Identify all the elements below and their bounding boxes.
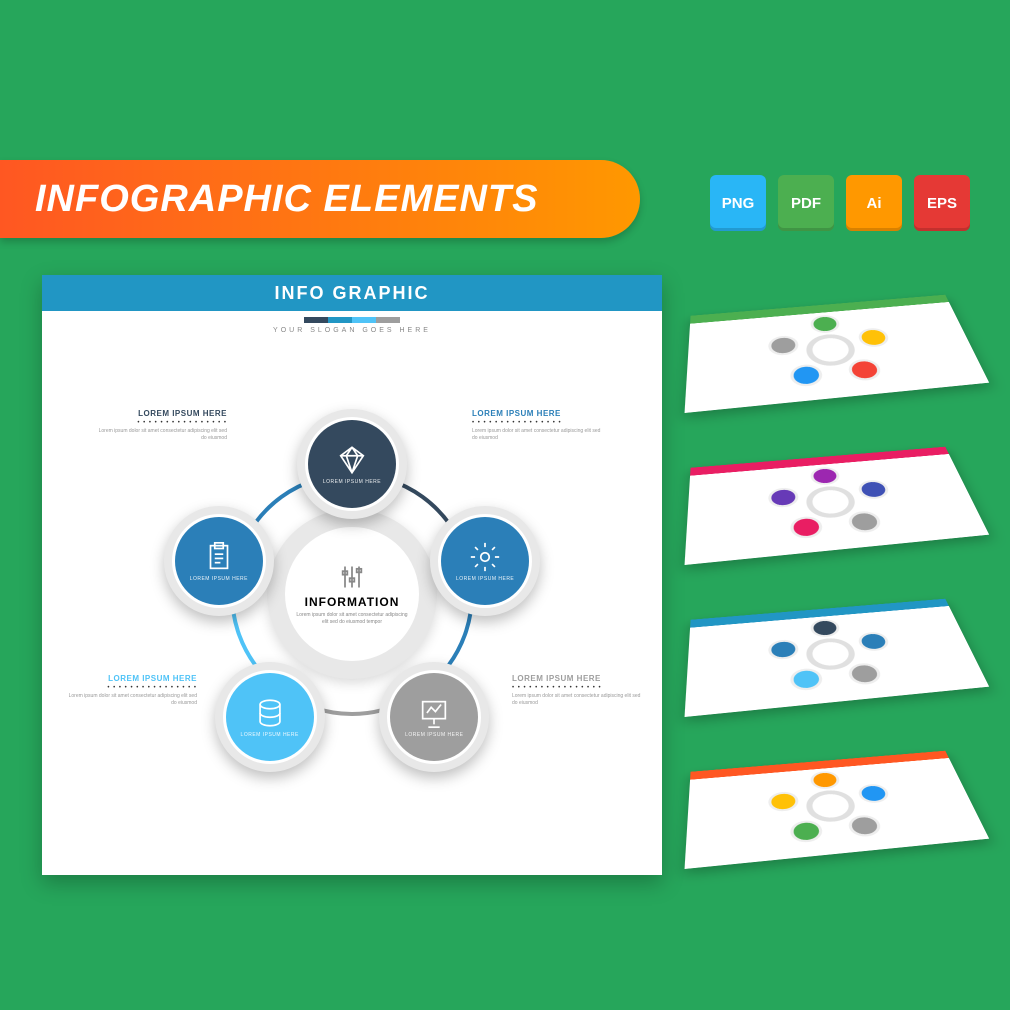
thumbnail-2 bbox=[685, 599, 990, 717]
format-badge-pdf: PDF bbox=[778, 175, 834, 231]
panel-header: INFO GRAPHIC bbox=[42, 275, 662, 311]
callout-3: LOREM IPSUM HERE• • • • • • • • • • • • … bbox=[67, 674, 197, 707]
center-title: INFORMATION bbox=[305, 595, 400, 609]
diamond-icon bbox=[335, 443, 369, 477]
format-badge-png: PNG bbox=[710, 175, 766, 231]
database-icon bbox=[253, 696, 287, 730]
node-clipboard: LOREM IPSUM HERE bbox=[164, 506, 274, 616]
gear-icon bbox=[468, 540, 502, 574]
format-badges: PNGPDFAiEPS bbox=[710, 175, 970, 231]
thumbnail-0 bbox=[685, 295, 990, 413]
node-diamond: LOREM IPSUM HERE bbox=[297, 409, 407, 519]
node-presentation: LOREM IPSUM HERE bbox=[379, 662, 489, 772]
clipboard-icon bbox=[202, 540, 236, 574]
thumbnail-stack bbox=[690, 275, 970, 875]
sliders-icon bbox=[338, 563, 366, 591]
diagram-area: INFORMATION Lorem ipsum dolor sit amet c… bbox=[42, 334, 662, 854]
thumbnail-1 bbox=[685, 447, 990, 565]
title-text: INFOGRAPHIC ELEMENTS bbox=[35, 178, 538, 221]
thumbnail-3 bbox=[685, 751, 990, 869]
slogan-bars bbox=[42, 317, 662, 323]
center-text: Lorem ipsum dolor sit amet consectetur a… bbox=[293, 612, 411, 625]
node-database: LOREM IPSUM HERE bbox=[215, 662, 325, 772]
callout-1: LOREM IPSUM HERE• • • • • • • • • • • • … bbox=[472, 409, 602, 442]
format-badge-eps: EPS bbox=[914, 175, 970, 231]
main-infographic-panel: INFO GRAPHIC YOUR SLOGAN GOES HERE INFOR… bbox=[42, 275, 662, 875]
center-circle: INFORMATION Lorem ipsum dolor sit amet c… bbox=[267, 509, 437, 679]
panel-slogan: YOUR SLOGAN GOES HERE bbox=[42, 327, 662, 334]
node-gear: LOREM IPSUM HERE bbox=[430, 506, 540, 616]
title-banner: INFOGRAPHIC ELEMENTS bbox=[0, 160, 640, 238]
callout-2: LOREM IPSUM HERE• • • • • • • • • • • • … bbox=[512, 674, 642, 707]
format-badge-ai: Ai bbox=[846, 175, 902, 231]
callout-0: LOREM IPSUM HERE• • • • • • • • • • • • … bbox=[97, 409, 227, 442]
presentation-icon bbox=[417, 696, 451, 730]
